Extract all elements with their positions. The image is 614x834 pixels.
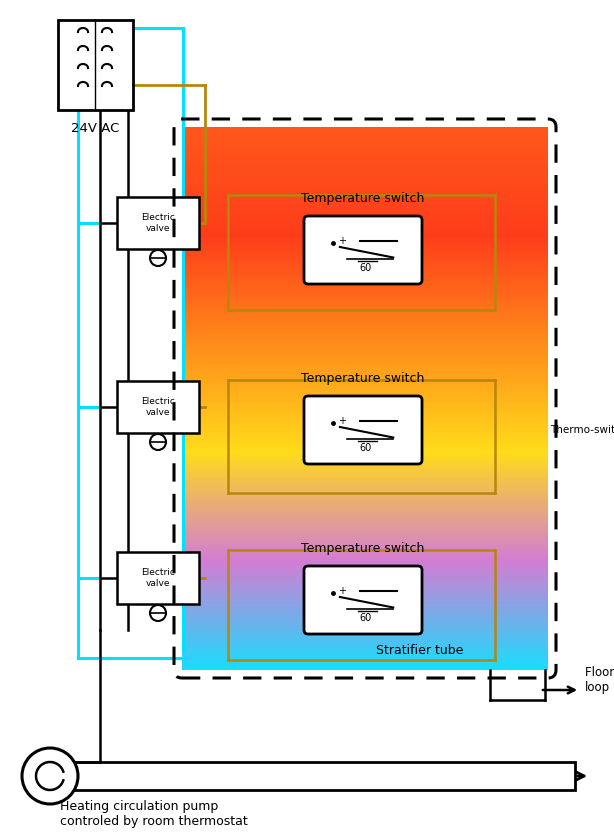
- Text: Electric
valve: Electric valve: [141, 397, 175, 417]
- Text: 60: 60: [360, 613, 372, 623]
- Text: Electric
valve: Electric valve: [141, 213, 175, 233]
- Bar: [30, 762, 575, 790]
- Text: Floor heating
loop: Floor heating loop: [585, 666, 614, 694]
- Text: +: +: [338, 586, 346, 596]
- Text: Heating circulation pump
controled by room thermostat: Heating circulation pump controled by ro…: [60, 800, 248, 828]
- Text: 60: 60: [360, 443, 372, 453]
- Circle shape: [150, 434, 166, 450]
- Text: Electric
valve: Electric valve: [141, 568, 175, 588]
- FancyBboxPatch shape: [304, 396, 422, 464]
- Bar: [58, 20, 133, 110]
- Text: Temperature switch: Temperature switch: [301, 542, 425, 555]
- Text: Temperature switch: Temperature switch: [301, 372, 425, 385]
- Text: +: +: [338, 416, 346, 426]
- Text: Thermo-switches on stratified heat storage tank: Thermo-switches on stratified heat stora…: [550, 425, 614, 435]
- Text: Temperature switch: Temperature switch: [301, 192, 425, 205]
- Text: Stratifier tube: Stratifier tube: [376, 644, 464, 656]
- Circle shape: [150, 605, 166, 621]
- Bar: [117, 197, 199, 249]
- Bar: [117, 381, 199, 433]
- FancyBboxPatch shape: [304, 566, 422, 634]
- Text: 60: 60: [360, 263, 372, 273]
- Text: +: +: [338, 236, 346, 246]
- Bar: [117, 552, 199, 604]
- FancyBboxPatch shape: [304, 216, 422, 284]
- Circle shape: [22, 748, 78, 804]
- Text: 24V AC: 24V AC: [71, 122, 119, 135]
- Circle shape: [150, 250, 166, 266]
